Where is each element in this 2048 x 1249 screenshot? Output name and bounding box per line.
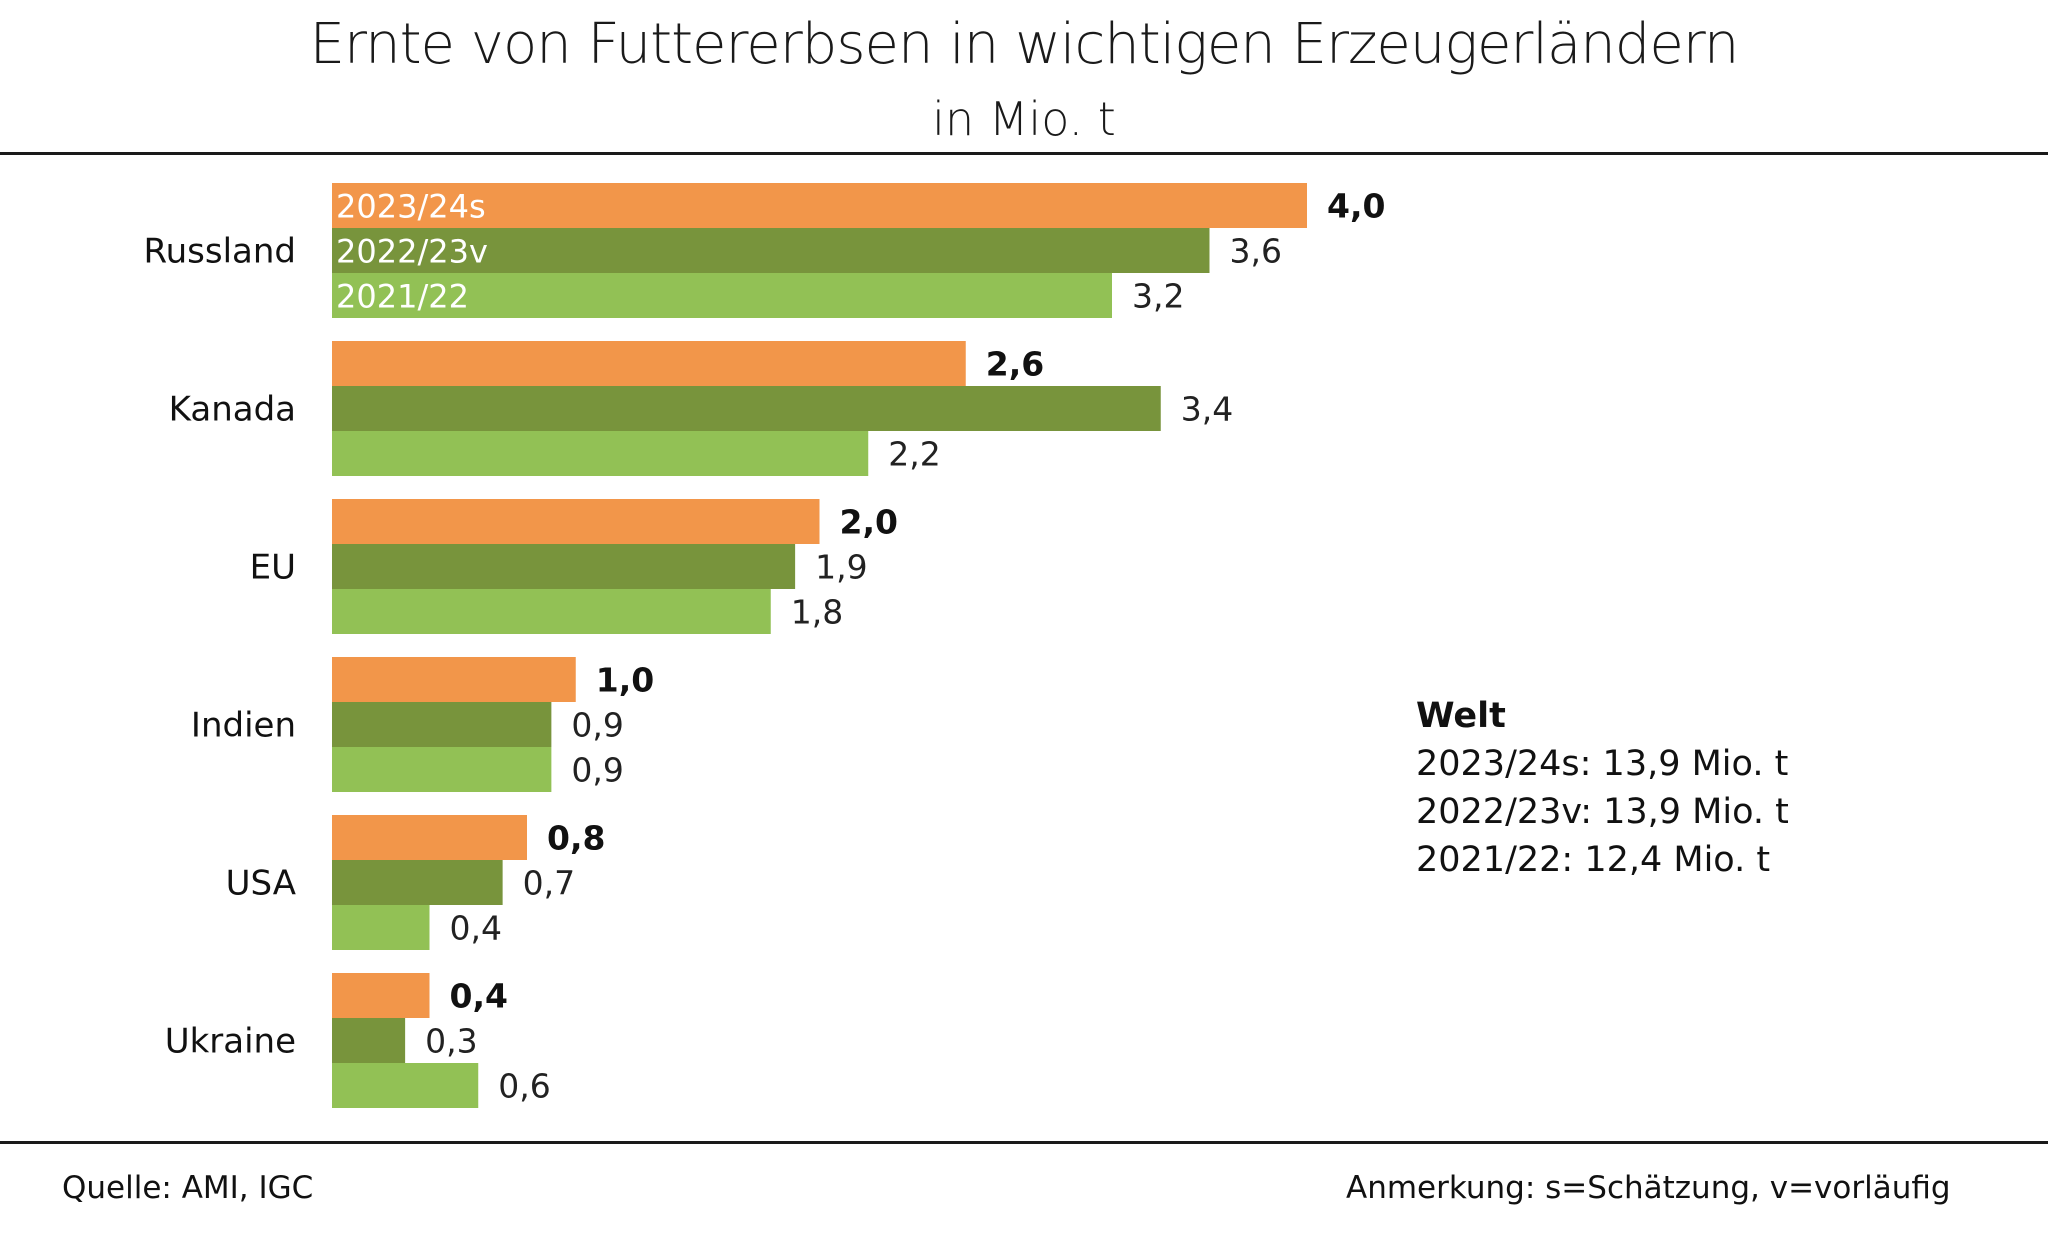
bar-eu-2023-24s: [332, 499, 820, 544]
category-label-ukraine: Ukraine: [165, 1022, 296, 1062]
world-line: 2023/24s: 13,9 Mio. t: [1416, 744, 1789, 784]
category-label-usa: USA: [226, 864, 296, 904]
bar-usa-2021-22: [332, 905, 430, 950]
value-label-eu-2022-23v: 1,9: [815, 548, 867, 587]
category-label-eu: EU: [250, 548, 296, 588]
bar-kanada-2022-23v: [332, 386, 1161, 431]
category-label-indien: Indien: [191, 706, 296, 746]
value-label-eu-2023-24s: 2,0: [840, 503, 898, 542]
remark-note: Anmerkung: s=Schätzung, v=vorläufig: [1346, 1170, 1951, 1206]
bar-russland-2021-22: [332, 273, 1112, 318]
bar-ukraine-2022-23v: [332, 1018, 406, 1063]
world-line: 2022/23v: 13,9 Mio. t: [1416, 792, 1789, 832]
bar-kanada-2023-24s: [332, 341, 966, 386]
value-label-usa-2021-22: 0,4: [450, 909, 502, 948]
chart-title: Ernte von Futtererbsen in wichtigen Erze…: [309, 12, 1740, 77]
value-label-russland-2022-23v: 3,6: [1230, 232, 1282, 271]
bar-eu-2021-22: [332, 589, 771, 634]
top-divider: [0, 152, 2048, 155]
value-label-russland-2021-22: 3,2: [1132, 277, 1184, 316]
category-label-kanada: Kanada: [169, 390, 296, 430]
legend-label-2023-24s: 2023/24s: [336, 188, 486, 226]
legend-label-2022-23v: 2022/23v: [336, 233, 488, 271]
value-label-kanada-2023-24s: 2,6: [986, 345, 1044, 384]
world-heading: Welt: [1416, 696, 1506, 736]
bar-indien-2023-24s: [332, 657, 576, 702]
bottom-divider: [0, 1141, 2048, 1144]
bar-eu-2022-23v: [332, 544, 796, 589]
bar-usa-2022-23v: [332, 860, 503, 905]
bar-usa-2023-24s: [332, 815, 527, 860]
bar-indien-2022-23v: [332, 702, 552, 747]
value-label-indien-2021-22: 0,9: [571, 751, 623, 790]
value-label-ukraine-2022-23v: 0,3: [425, 1022, 477, 1061]
world-line: 2021/22: 12,4 Mio. t: [1416, 840, 1771, 880]
chart-subtitle: in Mio. t: [932, 92, 1116, 146]
value-label-ukraine-2023-24s: 0,4: [450, 977, 508, 1016]
bar-indien-2021-22: [332, 747, 552, 792]
source-note: Quelle: AMI, IGC: [62, 1170, 314, 1206]
value-label-usa-2023-24s: 0,8: [547, 819, 605, 858]
category-label-russland: Russland: [144, 232, 297, 272]
value-label-ukraine-2021-22: 0,6: [498, 1067, 550, 1106]
legend-label-2021-22: 2021/22: [336, 278, 469, 316]
value-label-russland-2023-24s: 4,0: [1327, 187, 1385, 226]
value-label-eu-2021-22: 1,8: [791, 593, 843, 632]
bar-russland-2022-23v: [332, 228, 1210, 273]
bar-ukraine-2023-24s: [332, 973, 430, 1018]
bar-ukraine-2021-22: [332, 1063, 479, 1108]
value-label-indien-2022-23v: 0,9: [571, 706, 623, 745]
value-label-kanada-2022-23v: 3,4: [1181, 390, 1233, 429]
value-label-usa-2022-23v: 0,7: [523, 864, 575, 903]
value-label-indien-2023-24s: 1,0: [596, 661, 654, 700]
world-total-annotation: Welt 2023/24s: 13,9 Mio. t 2022/23v: 13,…: [1416, 692, 1789, 884]
value-label-kanada-2021-22: 2,2: [888, 435, 940, 474]
bar-russland-2023-24s: [332, 183, 1307, 228]
bar-kanada-2021-22: [332, 431, 869, 476]
